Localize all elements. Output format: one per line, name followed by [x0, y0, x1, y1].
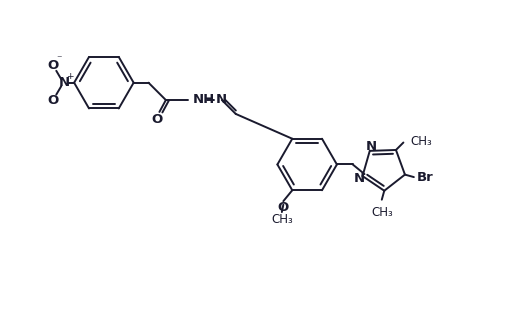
Text: Br: Br [417, 171, 434, 183]
Text: N: N [216, 93, 227, 106]
Text: O: O [277, 200, 288, 214]
Text: N: N [354, 172, 365, 185]
Text: O: O [48, 59, 59, 72]
Text: N: N [58, 76, 70, 89]
Text: ⁻: ⁻ [56, 54, 62, 64]
Text: CH₃: CH₃ [271, 214, 293, 227]
Text: O: O [151, 113, 162, 126]
Text: N: N [366, 140, 377, 153]
Text: +: + [66, 72, 73, 81]
Text: CH₃: CH₃ [410, 134, 432, 147]
Text: NH: NH [193, 93, 216, 106]
Text: CH₃: CH₃ [371, 206, 392, 219]
Text: O: O [48, 94, 59, 107]
